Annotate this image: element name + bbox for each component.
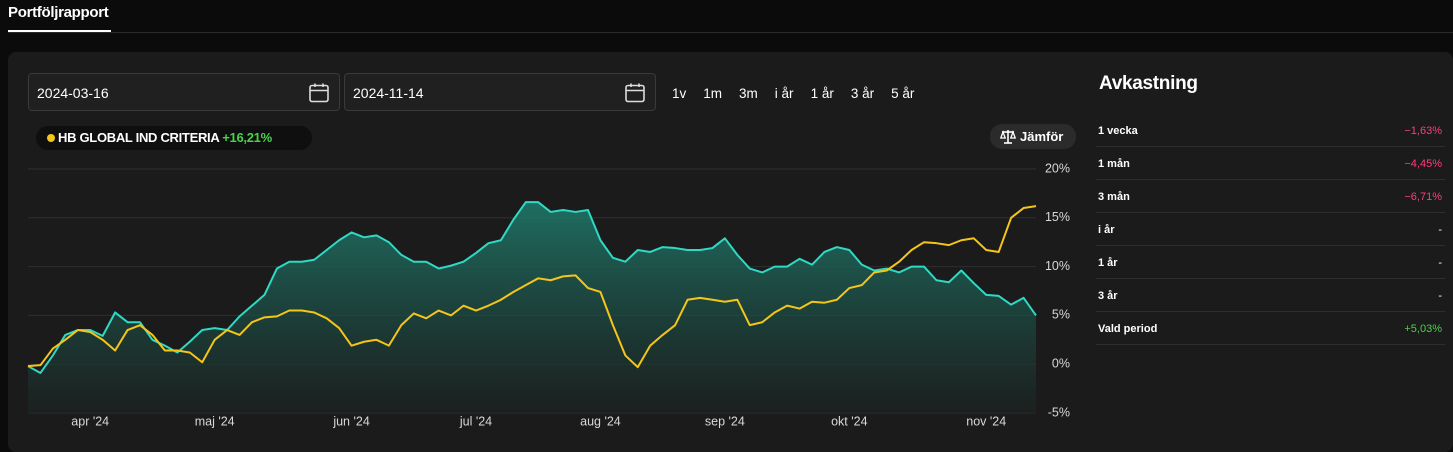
legend-name: HB GLOBAL IND CRITERIA bbox=[58, 130, 219, 145]
x-tick-label: aug '24 bbox=[580, 414, 621, 428]
y-tick-label: -5% bbox=[1048, 405, 1070, 419]
page: Portföljrapport {"header": {"tab": "Port… bbox=[8, 4, 1453, 452]
scale-icon bbox=[1000, 130, 1016, 144]
return-value: - bbox=[1438, 224, 1442, 236]
period-button[interactable]: i år bbox=[774, 86, 794, 101]
x-tick-label: apr '24 bbox=[71, 414, 109, 428]
legend-chip: HB GLOBAL IND CRITERIA +16,21% bbox=[36, 126, 312, 150]
period-button[interactable]: 3m bbox=[739, 86, 758, 101]
returns-row: 1 vecka −1,63% bbox=[1096, 114, 1445, 147]
return-period: Vald period bbox=[1098, 323, 1158, 335]
line bbox=[27, 205, 1037, 369]
returns-row: 3 år - bbox=[1096, 279, 1445, 312]
returns-row: 3 mån −6,71% bbox=[1096, 180, 1445, 213]
period-button[interactable]: 1m bbox=[703, 86, 723, 101]
returns-row: 1 mån −4,45% bbox=[1096, 147, 1445, 180]
return-period: 1 vecka bbox=[1098, 125, 1138, 137]
x-tick-label: okt '24 bbox=[831, 414, 867, 428]
start-date-input[interactable]: 2024-03-16 bbox=[28, 73, 340, 111]
y-tick-label: 20% bbox=[1045, 161, 1070, 175]
tab-underline bbox=[8, 30, 111, 32]
x-tick-label: jul '24 bbox=[459, 414, 492, 428]
tab[interactable]: Portföljrapport bbox=[8, 4, 109, 21]
returns-row: i år - bbox=[1096, 213, 1445, 246]
returns-row: Vald period +5,03% bbox=[1096, 312, 1445, 345]
return-value: −4,45% bbox=[1404, 158, 1442, 170]
period-button[interactable]: 1v bbox=[672, 86, 687, 101]
start-date: 2024-03-16 bbox=[37, 85, 109, 101]
return-value: - bbox=[1438, 290, 1442, 302]
period-button[interactable]: 1 år bbox=[810, 86, 834, 101]
return-period: 3 mån bbox=[1098, 191, 1130, 203]
y-tick-label: 5% bbox=[1052, 308, 1070, 322]
legend-return: +16,21% bbox=[222, 130, 272, 145]
compare-label: Jämför bbox=[1020, 129, 1064, 144]
calendar-icon bbox=[309, 83, 329, 103]
legend-dot bbox=[47, 134, 55, 142]
y-tick-label: 0% bbox=[1052, 356, 1070, 370]
return-value: +5,03% bbox=[1404, 323, 1442, 335]
line bbox=[27, 201, 1037, 374]
x-tick-label: sep '24 bbox=[705, 414, 745, 428]
divider bbox=[8, 32, 1453, 33]
period-button[interactable]: 5 år bbox=[891, 86, 915, 101]
x-tick-label: nov '24 bbox=[966, 414, 1006, 428]
y-tick-label: 15% bbox=[1045, 210, 1070, 224]
return-value: - bbox=[1438, 257, 1442, 269]
chart: 20% 15% 10% 5% 0% -5% apr '24 maj '24 jun '24 jul… bbox=[27, 161, 1070, 428]
end-date: 2024-11-14 bbox=[353, 85, 424, 101]
return-period: i år bbox=[1098, 224, 1115, 236]
return-value: −1,63% bbox=[1404, 125, 1442, 137]
calendar-icon bbox=[625, 83, 645, 103]
period-buttons: 1v 1m 3m i år 1 år 3 år 5 år bbox=[672, 86, 931, 101]
body: Portföljrapport 2024-03-16 2024-11-14 1v… bbox=[8, 4, 1453, 452]
x-tick-label: maj '24 bbox=[195, 414, 235, 428]
y-tick-label: 10% bbox=[1045, 259, 1070, 273]
returns-row: 1 år - bbox=[1096, 246, 1445, 279]
period-button[interactable]: 3 år bbox=[850, 86, 875, 101]
return-period: 3 år bbox=[1098, 290, 1118, 302]
return-value: −6,71% bbox=[1404, 191, 1442, 203]
x-tick-label: jun '24 bbox=[332, 414, 369, 428]
end-date-input[interactable]: 2024-11-14 bbox=[344, 73, 656, 111]
returns-title: Avkastning bbox=[1099, 73, 1198, 94]
compare-button[interactable]: Jämför bbox=[990, 124, 1076, 149]
return-period: 1 år bbox=[1098, 257, 1118, 269]
area bbox=[28, 202, 1036, 413]
return-period: 1 mån bbox=[1098, 158, 1130, 170]
